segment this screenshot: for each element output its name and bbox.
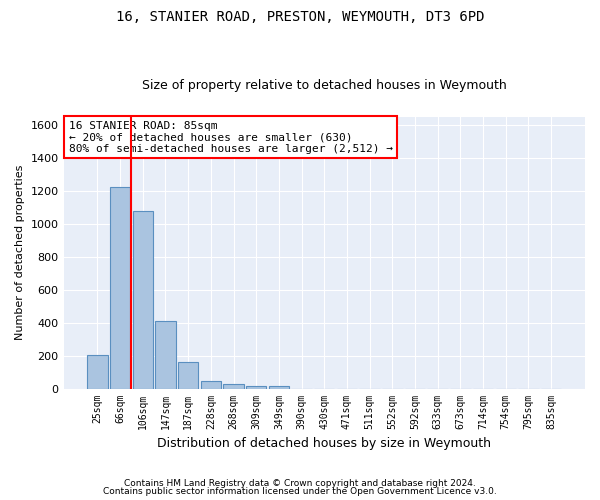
Bar [178,362,199,388]
Text: Contains public sector information licensed under the Open Government Licence v3: Contains public sector information licen… [103,487,497,496]
Bar [269,386,289,388]
Y-axis label: Number of detached properties: Number of detached properties [15,165,25,340]
Bar [223,384,244,388]
Bar [155,321,176,388]
Text: 16, STANIER ROAD, PRESTON, WEYMOUTH, DT3 6PD: 16, STANIER ROAD, PRESTON, WEYMOUTH, DT3… [116,10,484,24]
Bar [200,381,221,388]
Bar [110,187,130,388]
Title: Size of property relative to detached houses in Weymouth: Size of property relative to detached ho… [142,79,506,92]
Text: Contains HM Land Registry data © Crown copyright and database right 2024.: Contains HM Land Registry data © Crown c… [124,478,476,488]
Bar [246,386,266,388]
Text: 16 STANIER ROAD: 85sqm
← 20% of detached houses are smaller (630)
80% of semi-de: 16 STANIER ROAD: 85sqm ← 20% of detached… [69,121,393,154]
Bar [133,212,153,388]
Bar [87,355,107,388]
X-axis label: Distribution of detached houses by size in Weymouth: Distribution of detached houses by size … [157,437,491,450]
